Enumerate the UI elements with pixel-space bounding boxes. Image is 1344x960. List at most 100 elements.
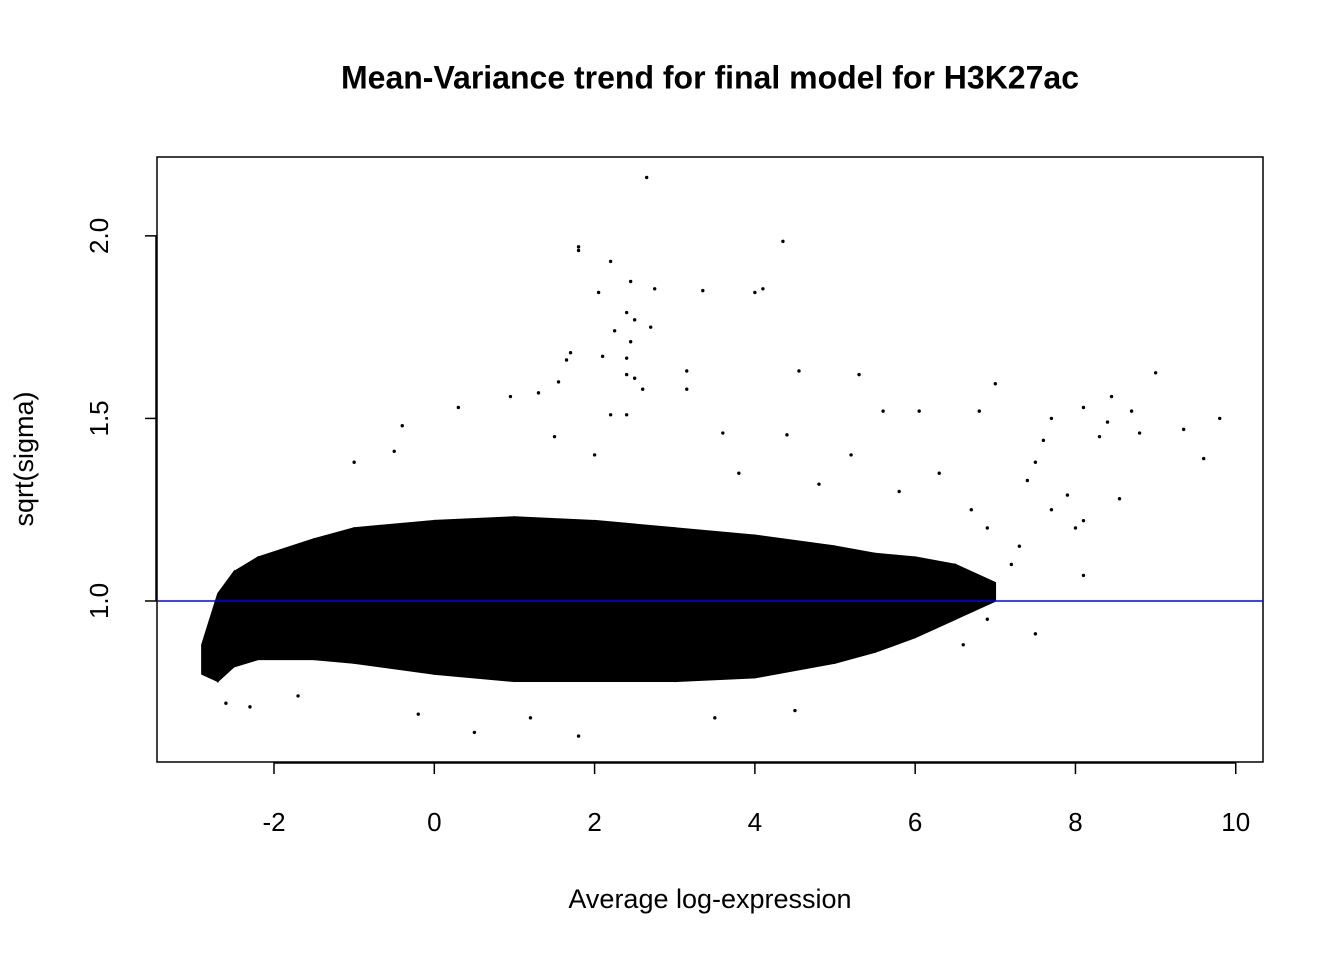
point [1218, 416, 1222, 421]
point-cloud [353, 519, 436, 675]
point [1153, 371, 1158, 375]
point-cloud [754, 534, 836, 679]
point [608, 259, 613, 264]
point [392, 449, 396, 453]
plot-frame [156, 156, 1264, 763]
point [1033, 460, 1038, 464]
point [296, 694, 300, 698]
point [985, 617, 990, 621]
point [576, 734, 581, 738]
point [624, 310, 629, 315]
point [1081, 573, 1086, 578]
point-cloud [313, 526, 355, 664]
y-tick-label: 1.0 [84, 583, 114, 619]
x-axis-label: Average log-expression [568, 884, 851, 914]
point [576, 245, 581, 249]
point-cloud [217, 569, 235, 684]
point [600, 354, 605, 359]
point [1117, 497, 1122, 501]
point [624, 413, 629, 417]
point [508, 394, 513, 399]
x-tick-label: 2 [587, 807, 601, 837]
point [701, 288, 705, 293]
point-cloud [874, 552, 916, 654]
point [721, 431, 725, 435]
point [1009, 562, 1014, 567]
point [628, 340, 633, 344]
point [793, 708, 797, 713]
point-cloud [673, 527, 756, 683]
point [1041, 438, 1046, 443]
point [612, 329, 617, 333]
point [1025, 478, 1030, 483]
point [1181, 427, 1186, 432]
point [632, 376, 637, 380]
point [472, 730, 477, 735]
point [628, 279, 633, 284]
point [564, 358, 569, 362]
point-cloud [201, 593, 219, 683]
point [917, 409, 921, 413]
point [969, 508, 973, 512]
point [416, 712, 420, 716]
point [528, 716, 533, 720]
point [761, 287, 765, 291]
point [596, 290, 601, 295]
point [1109, 394, 1114, 399]
point [608, 413, 613, 417]
point [644, 175, 649, 180]
point [961, 643, 965, 647]
point [576, 248, 581, 253]
point [993, 382, 998, 386]
y-tick-label: 1.5 [84, 400, 114, 436]
chart-title: Mean-Variance trend for final model for … [341, 59, 1079, 95]
point [1129, 409, 1134, 413]
point [1105, 420, 1110, 424]
point [1081, 518, 1086, 523]
point [556, 380, 561, 384]
point [685, 387, 689, 391]
point-cloud [257, 537, 315, 661]
point [1017, 544, 1022, 548]
point [632, 318, 637, 322]
point [1073, 526, 1078, 530]
point [797, 369, 801, 373]
point-cloud [233, 555, 259, 668]
point [1201, 456, 1206, 461]
point [592, 453, 597, 457]
point [552, 434, 557, 439]
point [1097, 434, 1102, 439]
point [985, 526, 990, 530]
point [753, 290, 757, 295]
x-tick-label: 6 [908, 807, 922, 837]
y-axis-label: sqrt(sigma) [9, 391, 39, 526]
point [248, 705, 252, 709]
point [352, 460, 356, 464]
x-tick-label: -2 [262, 807, 285, 837]
point [1137, 431, 1142, 435]
point [1049, 416, 1054, 421]
point [685, 369, 689, 373]
point [897, 489, 901, 494]
x-tick-label: 0 [427, 807, 441, 837]
point [624, 356, 629, 360]
x-tick-label: 10 [1221, 807, 1250, 837]
y-tick-label: 2.0 [84, 218, 114, 254]
point [1081, 405, 1086, 410]
point [640, 387, 645, 391]
point [937, 471, 941, 475]
point [568, 351, 573, 355]
point [849, 453, 853, 457]
point [456, 405, 461, 410]
point [648, 325, 653, 329]
point [1065, 493, 1070, 497]
point-cloud [513, 516, 596, 683]
x-tick-label: 8 [1068, 807, 1082, 837]
point [1033, 632, 1038, 636]
point [781, 239, 785, 244]
point-cloud [914, 556, 956, 639]
point [817, 482, 821, 486]
point [624, 372, 629, 377]
point [857, 372, 861, 377]
